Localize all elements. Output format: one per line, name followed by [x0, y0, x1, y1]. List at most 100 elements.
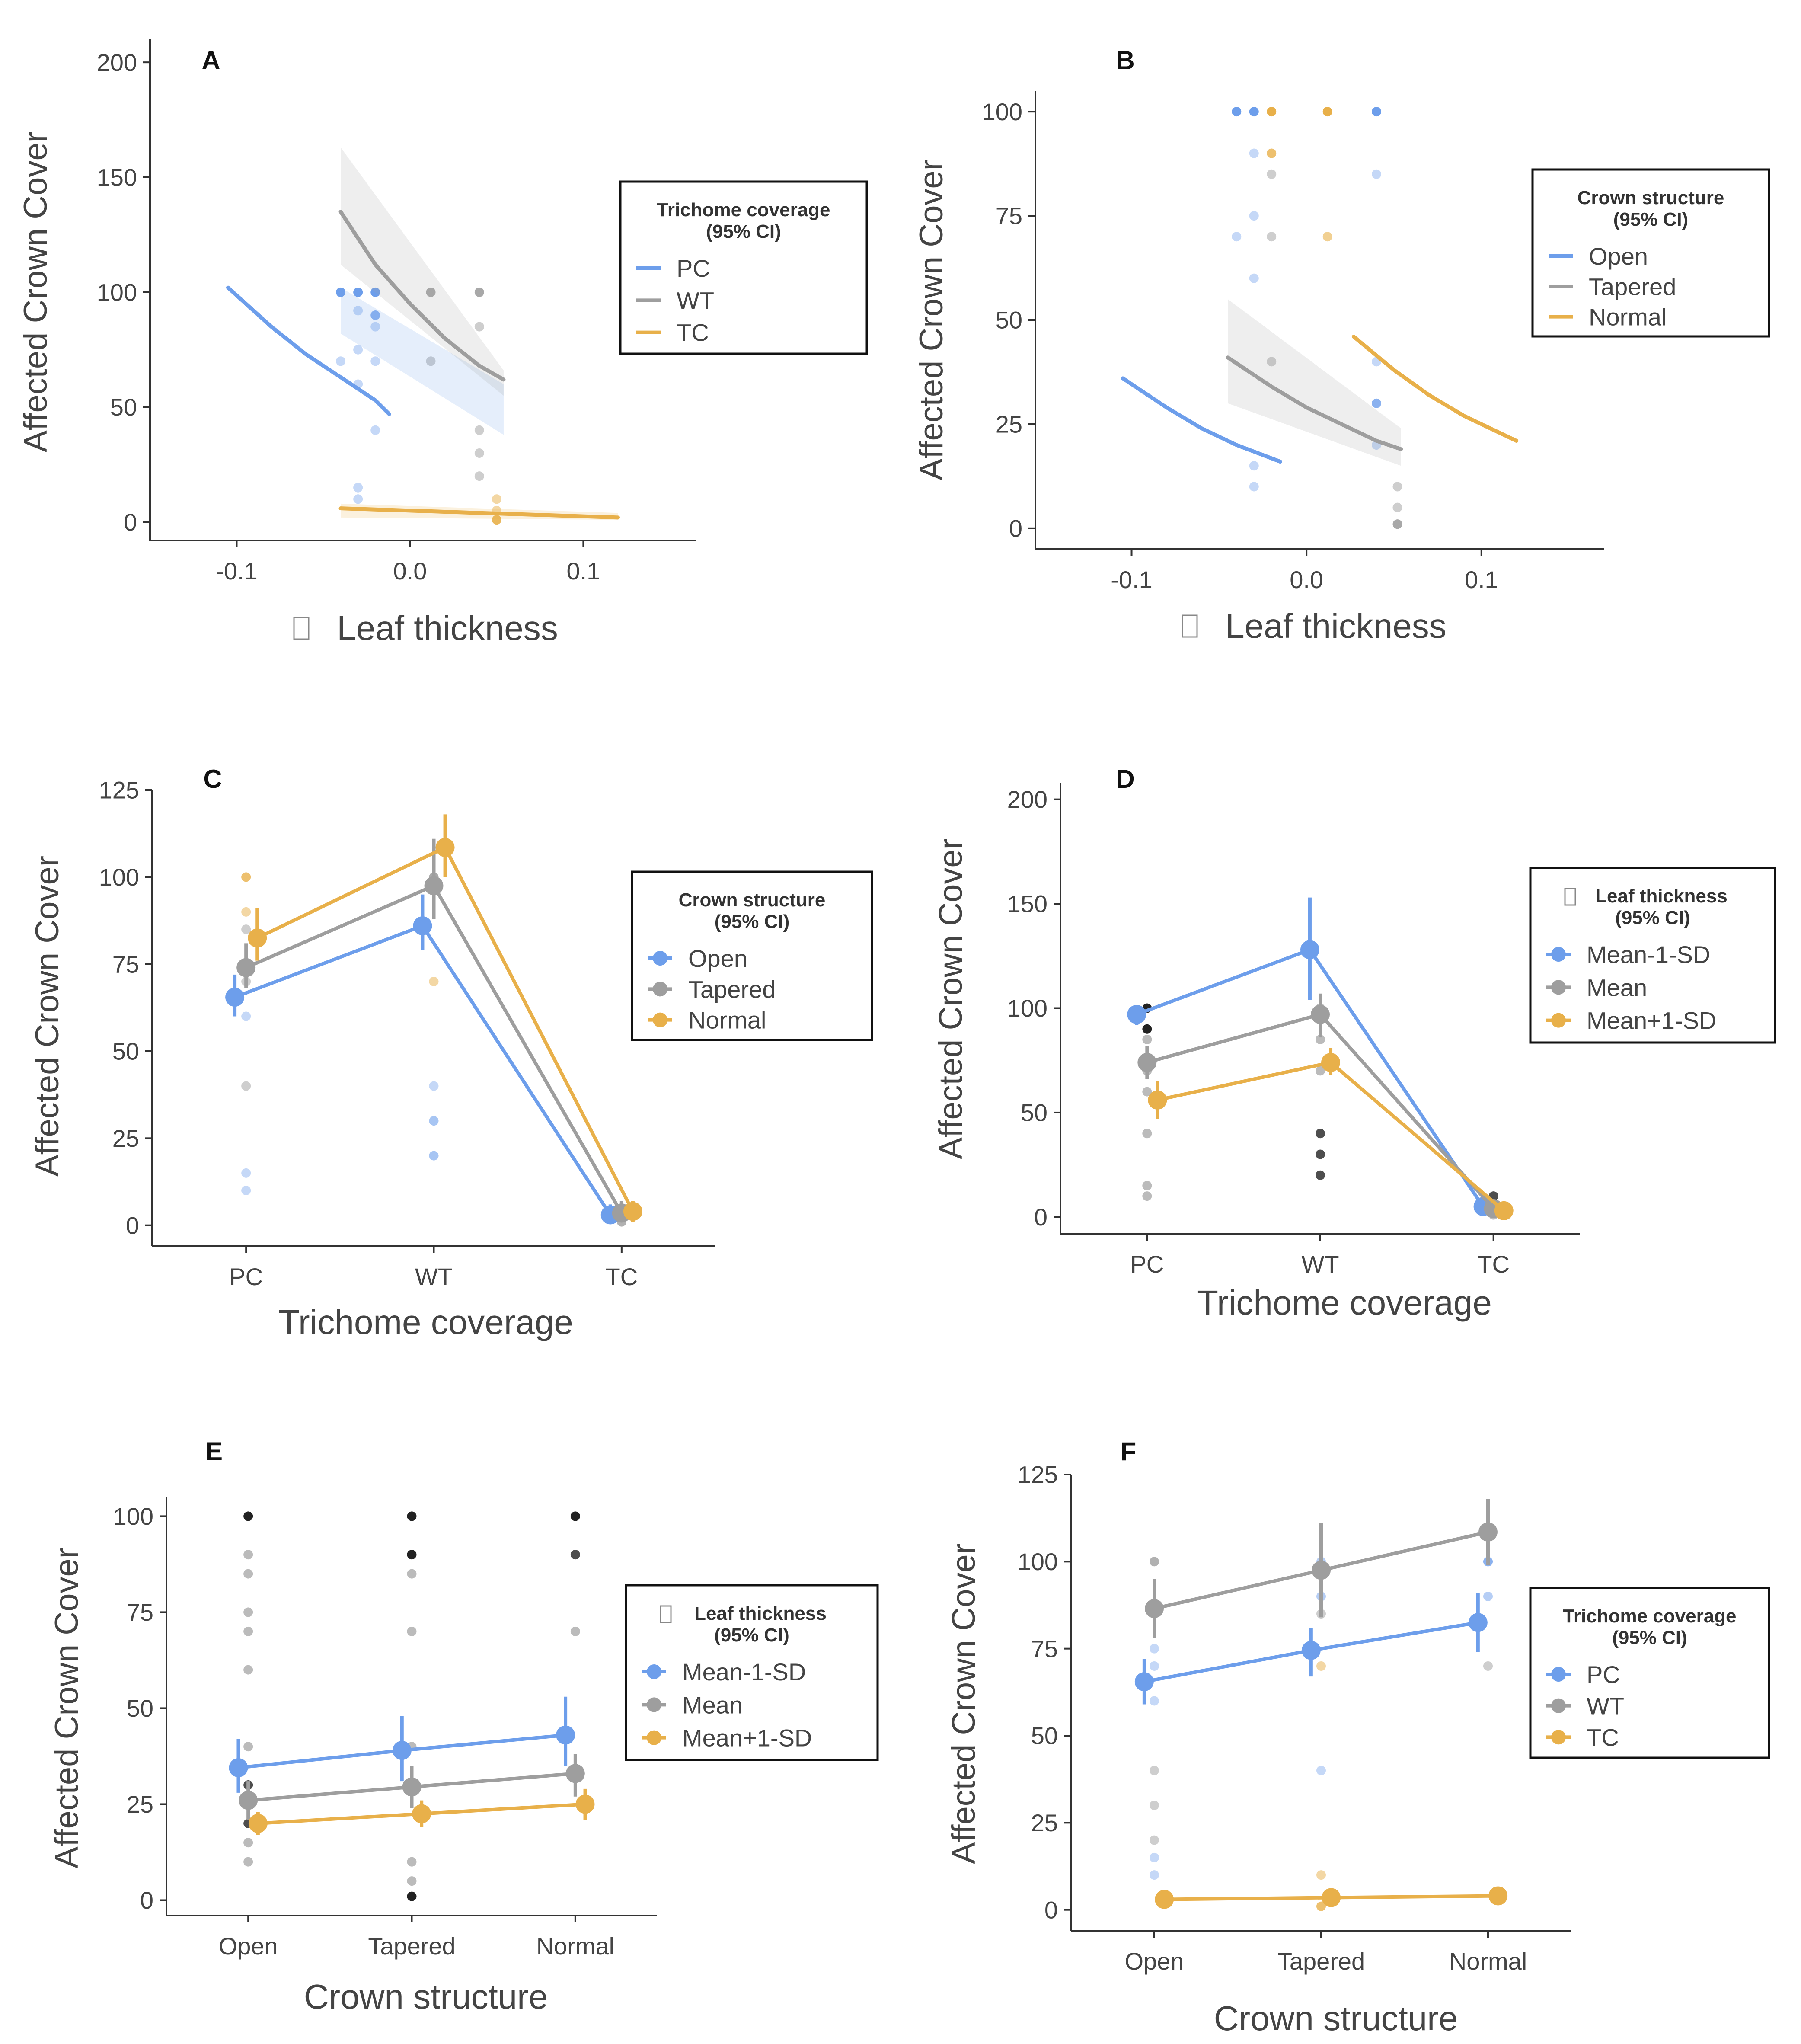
- panel-e: 0 25 50 75 100 Open Tapered Normal Crown structu…: [48, 1437, 879, 2016]
- x-axis-label: Trichome coverage: [1197, 1283, 1492, 1322]
- fit-line-tc: [338, 506, 620, 520]
- data-point: [429, 976, 439, 986]
- panel-letter: D: [1116, 765, 1134, 793]
- mean-marker: [1494, 1201, 1514, 1220]
- raw-points: [241, 872, 626, 1227]
- panel-c: 0 25 50 75 100 125 PC WT TC Trichome coverage Affe…: [29, 765, 873, 1341]
- panel-f: 0 25 50 75 100 125 Open Tapered Normal Crown stru…: [945, 1437, 1770, 2038]
- data-point: [1142, 1024, 1152, 1034]
- data-point: [370, 425, 380, 435]
- data-point: [1249, 211, 1259, 221]
- data-point: [570, 1626, 580, 1636]
- y-axis-label: Affected Crown Cover: [29, 856, 66, 1177]
- data-point: [407, 1569, 417, 1579]
- data-point: [1316, 1129, 1325, 1139]
- data-point: [426, 356, 436, 366]
- y-axis-label: Affected Crown Cover: [48, 1548, 85, 1868]
- data-point: [570, 1511, 580, 1521]
- y-tick-label: 0: [1034, 1203, 1047, 1231]
- data-point: [1150, 1870, 1159, 1880]
- y-tick-label: 25: [996, 411, 1022, 438]
- y-tick-label: 150: [97, 164, 137, 191]
- x-tick-label: WT: [415, 1263, 453, 1290]
- data-point: [429, 1081, 439, 1091]
- y-tick-label: 75: [996, 202, 1022, 230]
- legend-entry: Mean-1-SD: [682, 1658, 806, 1686]
- data-point: [407, 1876, 417, 1886]
- data-point: [1142, 1034, 1152, 1044]
- data-point: [1392, 482, 1402, 492]
- x-tick-label: WT: [1301, 1251, 1339, 1278]
- legend-key-dot: [1551, 1013, 1566, 1028]
- x-tick-label: Normal: [1449, 1948, 1527, 1975]
- data-point: [243, 1857, 253, 1867]
- mean-marker: [1468, 1613, 1488, 1632]
- legend-subtitle: (95% CI): [715, 911, 790, 932]
- data-point: [1249, 482, 1259, 492]
- data-point: [407, 1857, 417, 1867]
- data-point: [492, 494, 501, 504]
- panel-a: 0 50 100 150 200 -0.1 0.0 0.1 Leaf thickness Affe…: [17, 39, 868, 647]
- legend: Crown structure(95% CI) Open Tapered Normal: [631, 870, 873, 1041]
- y-tick-label: 50: [110, 393, 137, 421]
- x-tick-label: Tapered: [368, 1932, 455, 1960]
- legend-box: [625, 1584, 879, 1761]
- data-point: [426, 287, 436, 297]
- legend-entry: Mean: [682, 1691, 743, 1718]
- data-point: [353, 494, 363, 504]
- data-point: [1150, 1835, 1159, 1845]
- y-tick-label: 50: [996, 307, 1022, 334]
- legend-entry: Mean-1-SD: [1587, 941, 1710, 968]
- mean-marker: [1155, 1890, 1174, 1909]
- y-tick-label: 100: [1007, 995, 1047, 1022]
- legend-key-dot: [647, 1730, 661, 1745]
- data-point: [370, 310, 380, 320]
- raw-points: [243, 1511, 580, 1901]
- mean-marker: [392, 1741, 412, 1760]
- data-point: [492, 515, 501, 525]
- legend-title: Leaf thickness: [1595, 886, 1728, 907]
- y-tick-label: 100: [97, 278, 137, 306]
- legend-title: Crown structure: [679, 889, 826, 911]
- data-point: [1150, 1557, 1159, 1567]
- x-axis-label: Leaf thickness: [1225, 607, 1446, 645]
- data-point: [243, 1511, 253, 1521]
- data-point: [474, 448, 484, 458]
- y-tick-label: 0: [140, 1887, 153, 1914]
- data-point: [1267, 232, 1277, 242]
- mean-marker: [623, 1202, 642, 1221]
- mean-marker: [1322, 1888, 1341, 1907]
- ci-ribbon-tapered: [1228, 299, 1401, 466]
- x-tick-label: -0.1: [1111, 566, 1153, 593]
- legend-entry: Mean: [1587, 974, 1647, 1001]
- series-line-open: [234, 924, 612, 1216]
- panel-letter: A: [201, 46, 220, 75]
- x-tick-label: TC: [606, 1263, 638, 1290]
- data-point: [353, 306, 363, 316]
- data-point: [1392, 502, 1402, 512]
- data-point: [474, 322, 484, 332]
- x-tick-label: 0.1: [1465, 566, 1498, 593]
- mean-marker: [1134, 1672, 1154, 1692]
- legend: Trichome coverage(95% CI) PC WT TC: [619, 180, 868, 355]
- data-point: [1322, 232, 1332, 242]
- legend-key-dot: [1551, 1667, 1566, 1682]
- data-point: [1150, 1852, 1159, 1862]
- y-tick-label: 75: [112, 950, 139, 978]
- legend-key-dot: [653, 1012, 667, 1027]
- mean-marker: [1137, 1053, 1157, 1072]
- data-point: [1372, 398, 1381, 408]
- data-point: [353, 345, 363, 355]
- data-point: [1150, 1696, 1159, 1706]
- x-tick-label: Tapered: [1277, 1948, 1365, 1975]
- data-point: [1322, 107, 1332, 117]
- data-point: [1142, 1129, 1152, 1139]
- data-point: [1150, 1644, 1159, 1654]
- panel-letter: F: [1121, 1437, 1137, 1466]
- y-tick-label: 0: [1044, 1896, 1058, 1923]
- x-tick-label: Normal: [536, 1932, 614, 1960]
- placeholder-glyph-icon: [660, 1605, 672, 1623]
- fit-line-wt: [338, 210, 506, 382]
- ci-ribbon-wt: [341, 147, 504, 396]
- data-point: [1232, 232, 1242, 242]
